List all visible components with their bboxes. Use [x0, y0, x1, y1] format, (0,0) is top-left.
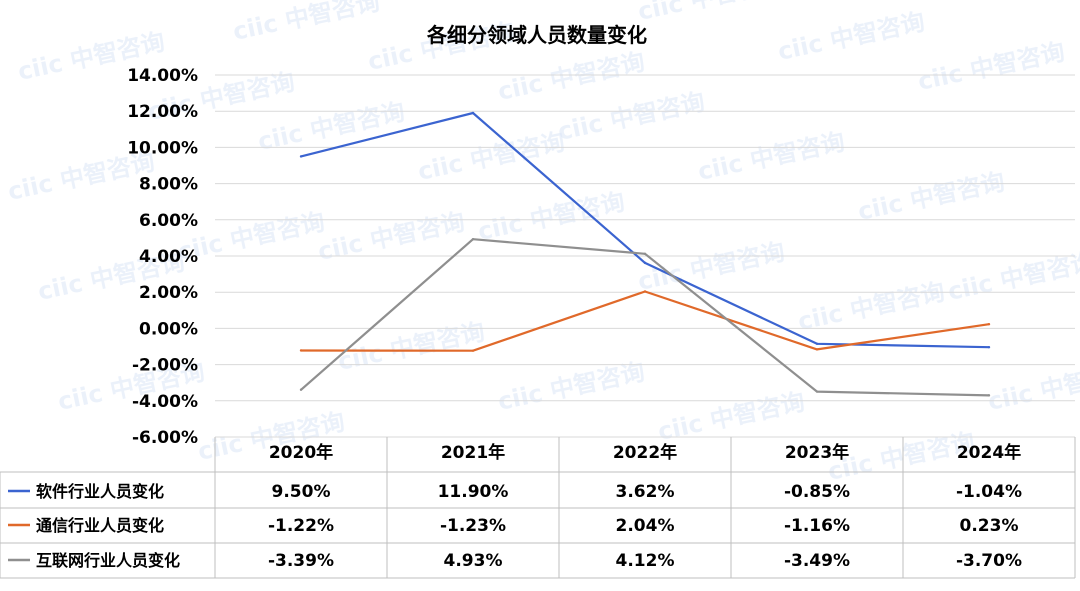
legend-entry: 通信行业人员变化: [36, 516, 164, 535]
watermark-ciic: ciic 中智咨询: [175, 207, 327, 265]
data-point: [643, 261, 647, 265]
data-label: -1.04%: [956, 482, 1022, 502]
x-category-label: 2022年: [613, 442, 677, 463]
data-label: -3.70%: [956, 551, 1022, 571]
data-point: [471, 111, 475, 115]
chart-title: 各细分领域人员数量变化: [426, 23, 647, 47]
watermark-ciic: ciic 中智咨询: [915, 37, 1067, 95]
watermark-ciic: ciic 中智咨询: [775, 7, 927, 65]
watermark-ciic: ciic 中智咨询: [635, 0, 787, 26]
data-point: [815, 342, 819, 345]
watermark-ciic: ciic 中智咨询: [495, 357, 647, 415]
data-label: -1.16%: [784, 516, 850, 536]
watermark-ciic: ciic 中智咨询: [985, 357, 1080, 415]
watermark-ciic: ciic 中智咨询: [475, 187, 627, 245]
y-axis: 14.00% 12.00% 10.00% 8.00% 6.00% 4.00% 2.00% 0.…: [127, 66, 198, 448]
data-point: [987, 323, 991, 326]
data-point: [299, 388, 303, 391]
data-label: 2.04%: [616, 516, 675, 536]
y-tick-label: 0.00%: [139, 319, 198, 339]
data-label: -3.49%: [784, 551, 850, 571]
y-tick-label: 2.00%: [139, 283, 198, 303]
watermark-ciic: ciic 中智咨询: [555, 87, 707, 145]
watermark-ciic: ciic 中智咨询: [855, 167, 1007, 225]
data-point: [299, 155, 303, 158]
x-category-label: 2023年: [785, 442, 849, 463]
data-label: 3.62%: [616, 482, 675, 502]
y-tick-label: 12.00%: [127, 102, 198, 122]
data-point: [815, 348, 819, 351]
watermark-ciic: ciic 中智咨询: [635, 237, 787, 295]
x-category-label: 2024年: [957, 442, 1021, 463]
y-tick-label: 4.00%: [139, 247, 198, 267]
data-point: [471, 349, 475, 352]
data-point: [643, 252, 647, 256]
y-tick-label: -4.00%: [132, 392, 198, 412]
data-point: [815, 390, 819, 393]
watermark-ciic: ciic 中智咨询: [335, 317, 487, 375]
legend-entry: 软件行业人员变化: [36, 482, 164, 501]
y-tick-label: 6.00%: [139, 211, 198, 231]
series-lines: [299, 111, 991, 397]
y-tick-label: -2.00%: [132, 356, 198, 376]
legend-entry: 互联网行业人员变化: [36, 551, 180, 570]
x-category-label: 2021年: [441, 442, 505, 463]
watermark-ciic: ciic 中智咨询: [495, 47, 647, 105]
watermark-ciic: ciic 中智咨询: [695, 127, 847, 185]
data-point: [471, 237, 475, 241]
data-label: -0.85%: [784, 482, 850, 502]
data-point: [987, 394, 991, 397]
data-label: -1.23%: [440, 516, 506, 536]
y-tick-label: 8.00%: [139, 175, 198, 195]
watermark-ciic: ciic 中智咨询: [230, 0, 382, 46]
data-point: [987, 346, 991, 349]
data-label: 9.50%: [272, 482, 331, 502]
y-tick-label: 10.00%: [127, 138, 198, 158]
x-category-label: 2020年: [269, 442, 333, 463]
watermark-ciic: ciic 中智咨询: [315, 207, 467, 265]
data-point: [299, 349, 303, 352]
data-label: 4.12%: [616, 551, 675, 571]
data-label: -1.22%: [268, 516, 334, 536]
watermark-ciic: ciic 中智咨询: [795, 277, 947, 335]
y-tick-label: 14.00%: [127, 66, 198, 86]
data-label: 11.90%: [438, 482, 509, 502]
watermark-ciic: ciic 中智咨询: [415, 127, 567, 185]
data-label: -3.39%: [268, 551, 334, 571]
data-label: 4.93%: [444, 551, 503, 571]
data-point: [643, 290, 647, 293]
data-label: 0.23%: [960, 516, 1019, 536]
y-tick-label: -6.00%: [132, 428, 198, 448]
